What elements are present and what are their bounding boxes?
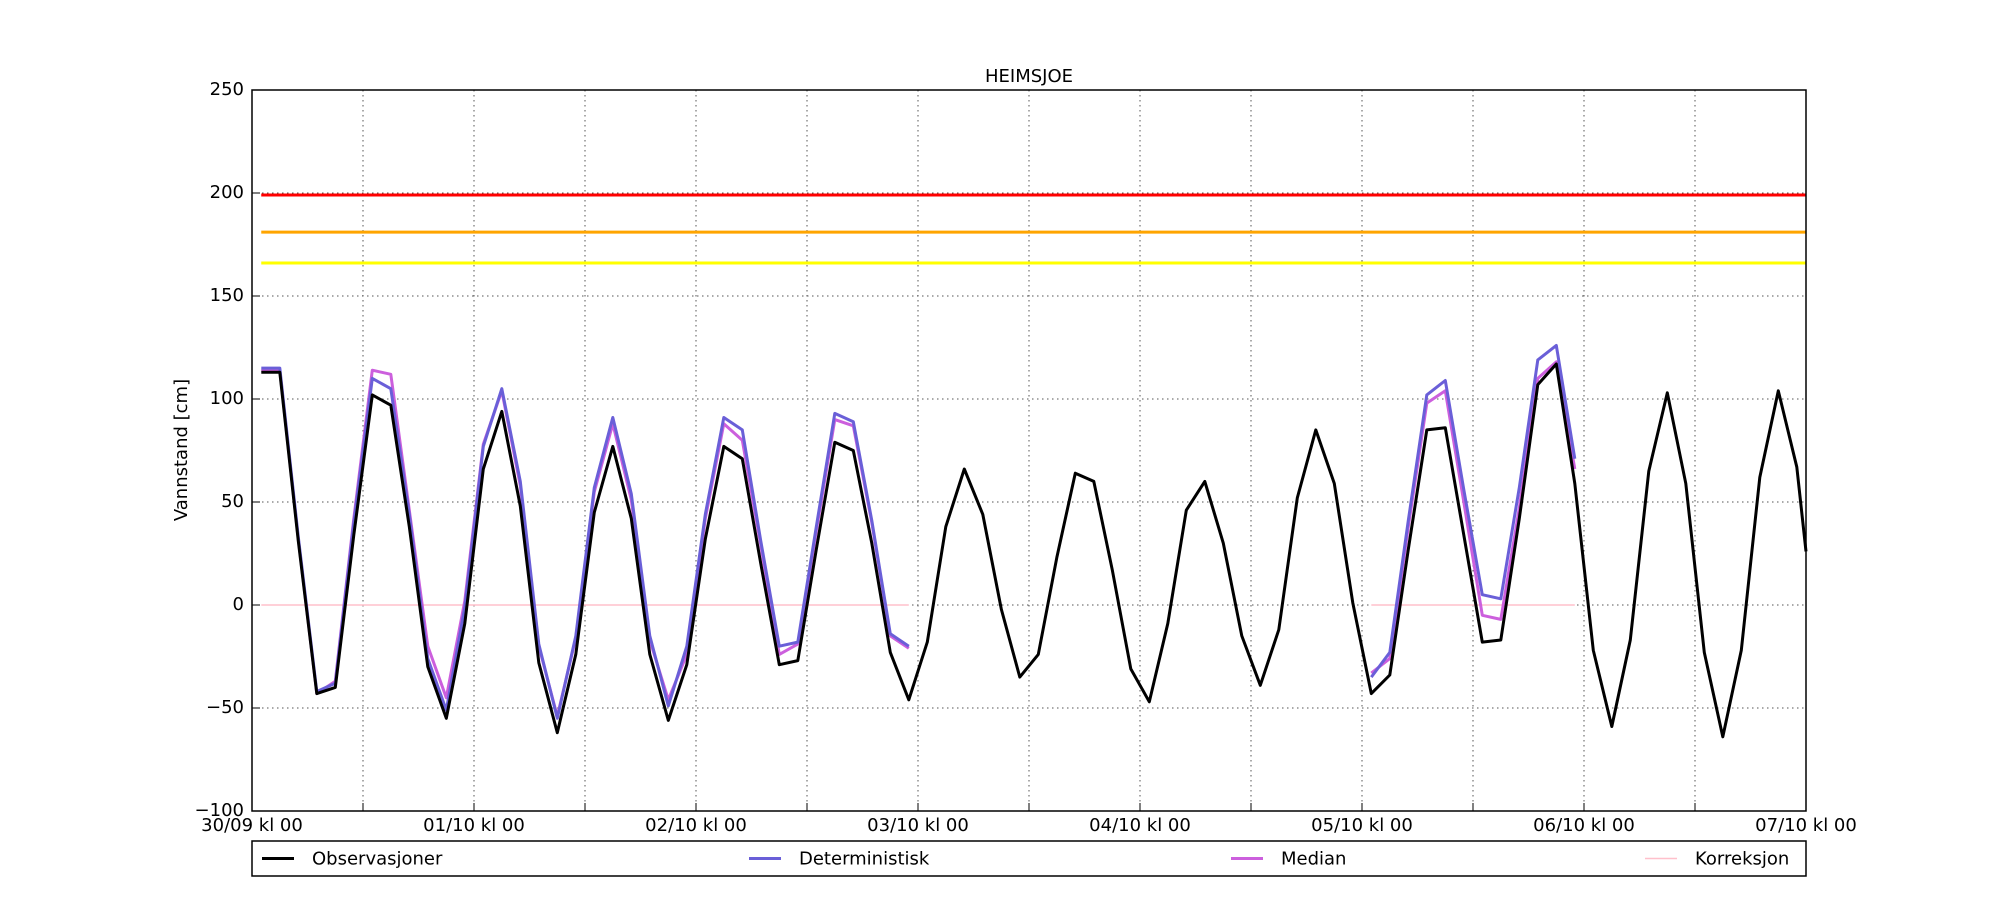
chart-title: HEIMSJOE — [985, 66, 1073, 87]
y-axis-label: Vannstand [cm] — [171, 379, 192, 521]
x-tick-label: 05/10 kl 00 — [1311, 815, 1413, 836]
y-tick-label: 150 — [210, 285, 244, 306]
legend-label: Observasjoner — [312, 849, 443, 870]
y-tick-label: 100 — [210, 388, 244, 409]
x-tick-label: 07/10 kl 00 — [1755, 815, 1857, 836]
y-tick-label: 0 — [233, 594, 244, 615]
x-tick-label: 04/10 kl 00 — [1089, 815, 1191, 836]
series-line — [261, 362, 1808, 739]
y-tick-label: 250 — [210, 79, 244, 100]
series-line — [261, 343, 1577, 720]
x-tick-label: 30/09 kl 00 — [201, 815, 303, 836]
x-tick-label: 06/10 kl 00 — [1533, 815, 1635, 836]
y-tick-label: 200 — [210, 182, 244, 203]
legend-label: Median — [1281, 849, 1346, 870]
legend-label: Korreksjon — [1695, 849, 1789, 870]
y-tick-label: −50 — [206, 697, 244, 718]
y-tick-label: 50 — [221, 491, 244, 512]
legend-label: Deterministisk — [799, 849, 930, 870]
legend-box — [251, 840, 1807, 877]
x-tick-label: 02/10 kl 00 — [645, 815, 747, 836]
y-tick-label: −100 — [195, 800, 244, 821]
x-tick-label: 01/10 kl 00 — [423, 815, 525, 836]
x-tick-label: 03/10 kl 00 — [867, 815, 969, 836]
plot-frame — [251, 89, 1807, 812]
